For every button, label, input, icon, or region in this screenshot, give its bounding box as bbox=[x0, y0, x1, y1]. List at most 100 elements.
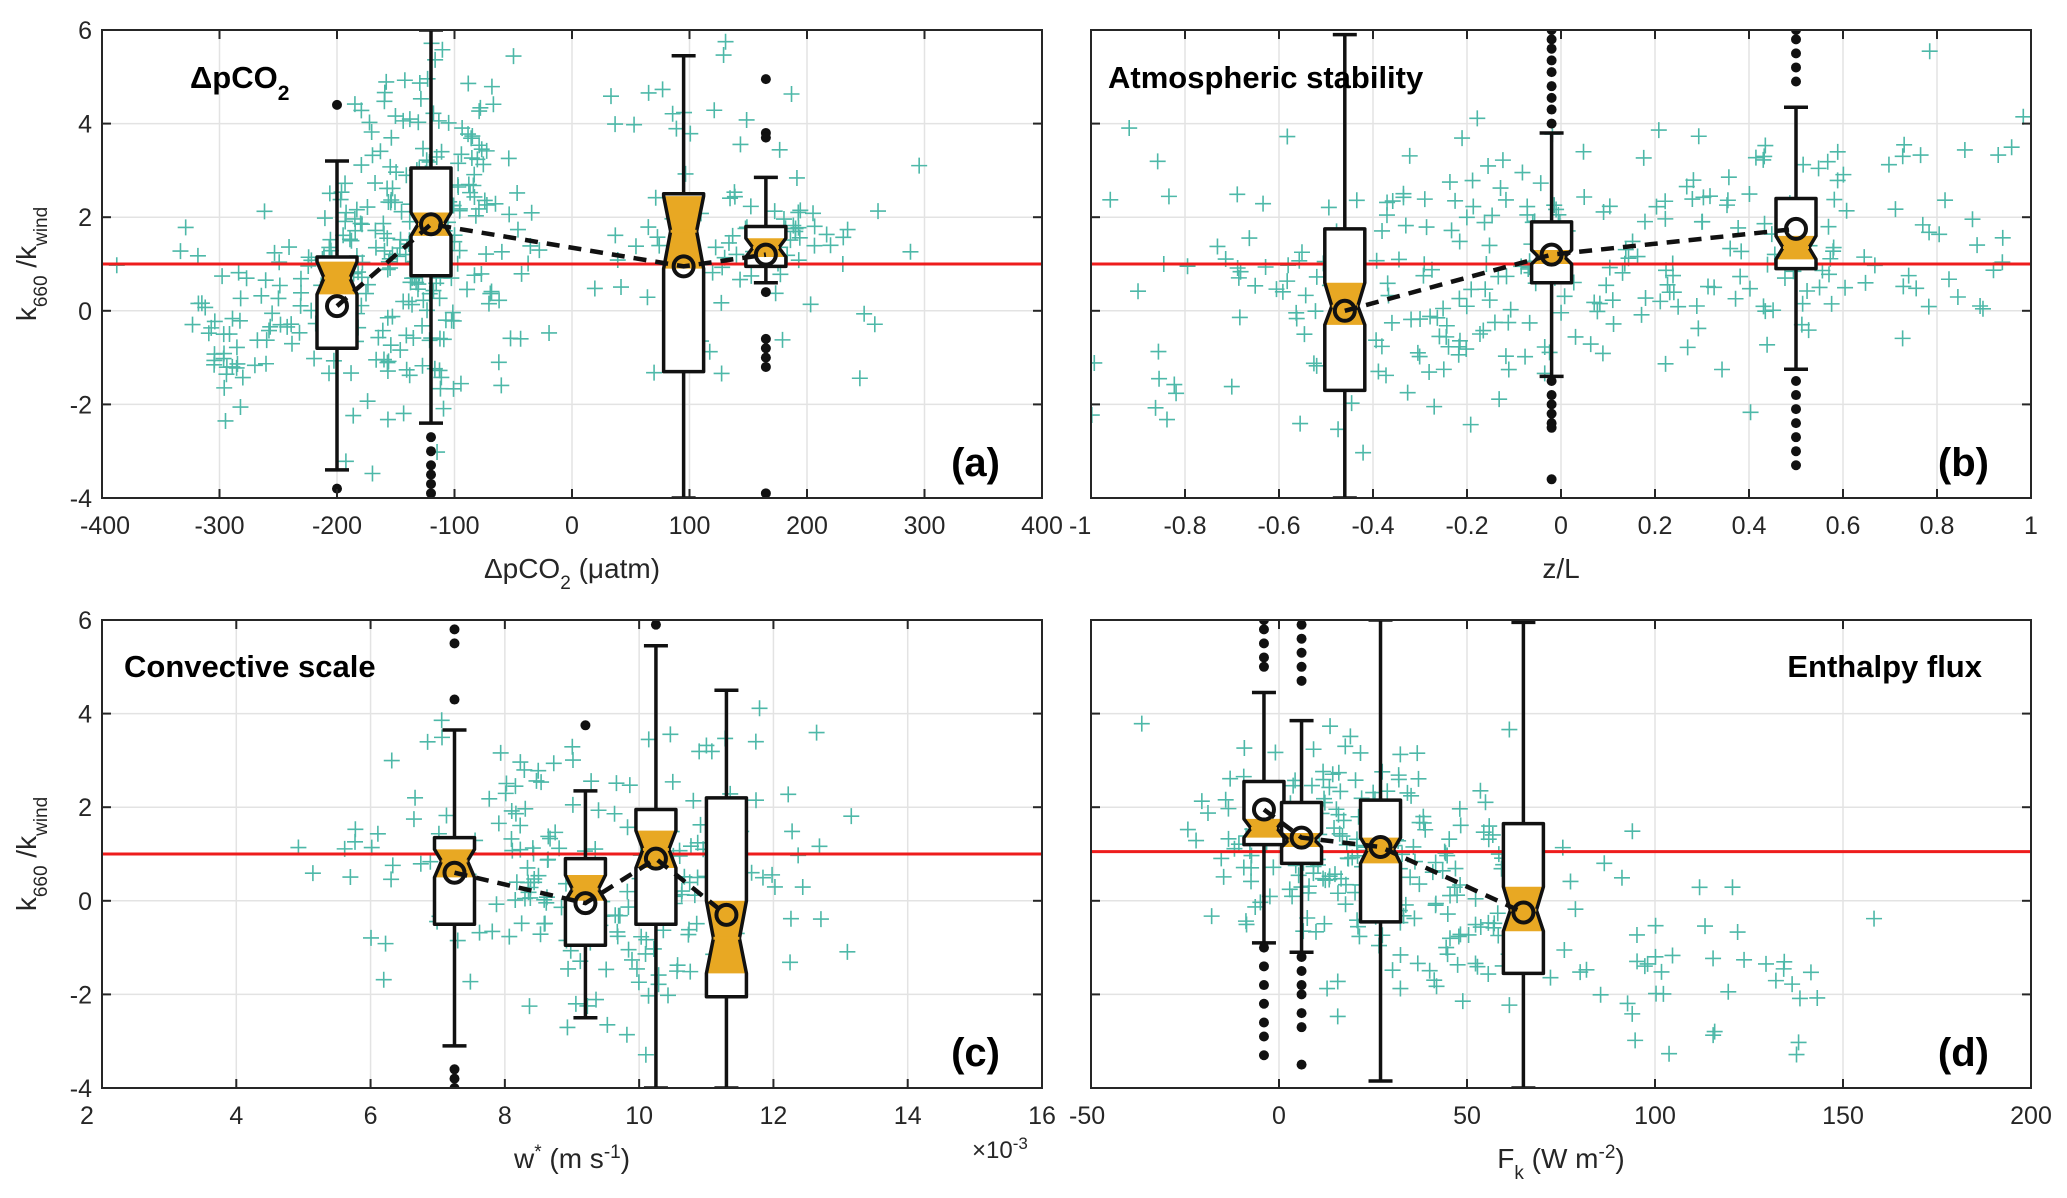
scatter-point bbox=[1514, 164, 1531, 181]
scatter-point bbox=[1305, 355, 1322, 372]
scatter-point bbox=[1435, 361, 1452, 378]
mean-marker bbox=[419, 212, 443, 237]
scatter-point bbox=[1562, 873, 1579, 890]
scatter-point bbox=[1329, 885, 1346, 902]
scatter-point bbox=[1866, 910, 1883, 927]
scatter-point bbox=[306, 350, 323, 367]
scatter-point bbox=[640, 219, 657, 236]
scatter-point bbox=[782, 910, 799, 927]
scatter-point bbox=[1392, 946, 1409, 963]
scatter-point bbox=[392, 342, 409, 359]
scatter-point bbox=[533, 774, 550, 791]
scatter-point bbox=[743, 267, 760, 284]
scatter-point bbox=[1729, 924, 1746, 941]
scatter-point bbox=[583, 773, 600, 790]
scatter-point bbox=[401, 111, 418, 128]
y-tick-label: -2 bbox=[70, 391, 92, 419]
scatter-point bbox=[197, 299, 214, 316]
x-tick-label: 100 bbox=[1634, 1102, 1676, 1130]
mean-marker bbox=[714, 902, 739, 927]
scatter-point bbox=[1972, 298, 1989, 315]
y-tick-label: 2 bbox=[78, 794, 92, 822]
scatter-point bbox=[1220, 800, 1237, 817]
scatter-point bbox=[1305, 741, 1322, 758]
scatter-point bbox=[1920, 298, 1937, 315]
scatter-point bbox=[491, 292, 508, 309]
outlier-point bbox=[1791, 446, 1801, 457]
panel-title: Convective scale bbox=[124, 649, 376, 684]
scatter-point bbox=[1477, 281, 1494, 298]
scatter-point bbox=[1438, 939, 1455, 956]
scatter-point bbox=[1691, 879, 1708, 896]
scatter-point bbox=[1330, 806, 1347, 823]
outlier-point bbox=[1258, 652, 1269, 663]
scatter-point bbox=[1449, 887, 1466, 904]
scatter-point bbox=[464, 128, 481, 145]
y-tick-label: 6 bbox=[78, 607, 92, 635]
x-tick-label: 16 bbox=[1028, 1102, 1056, 1130]
outlier-point bbox=[1791, 432, 1801, 443]
scatter-point bbox=[1624, 823, 1641, 840]
y-tick-label: 2 bbox=[78, 204, 92, 232]
scatter-point bbox=[1765, 302, 1782, 319]
scatter-point bbox=[384, 308, 401, 325]
x-tick-label: 4 bbox=[229, 1102, 243, 1130]
scatter-point bbox=[1719, 192, 1736, 209]
scatter-point bbox=[1458, 341, 1475, 358]
scatter-point bbox=[1467, 890, 1484, 907]
scatter-point bbox=[1472, 919, 1489, 936]
scatter-point bbox=[1776, 270, 1793, 287]
scatter-point bbox=[866, 316, 883, 333]
scatter-point bbox=[1887, 201, 1904, 218]
scatter-point bbox=[607, 907, 624, 924]
scatter-point bbox=[791, 229, 808, 246]
scatter-point bbox=[363, 929, 380, 946]
scatter-point bbox=[1900, 267, 1917, 284]
scatter-point bbox=[367, 175, 384, 192]
scatter-point bbox=[1199, 805, 1216, 822]
y-tick-label: -4 bbox=[70, 485, 92, 513]
x-tick-label: -400 bbox=[80, 512, 130, 540]
scatter-point bbox=[386, 194, 403, 211]
panel-d: -50 0 50 100 150 200 Fk (W m-2) Enthalpy flux (d… bbox=[1069, 619, 2052, 1184]
scatter-point bbox=[440, 114, 457, 131]
scatter-point bbox=[414, 317, 431, 334]
scatter-point bbox=[1443, 222, 1460, 239]
scatter-point bbox=[1969, 237, 1986, 254]
mean-connector bbox=[453, 855, 728, 917]
scatter-point bbox=[1330, 764, 1347, 781]
scatter-point bbox=[1481, 237, 1498, 254]
scatter-point bbox=[1429, 309, 1446, 326]
scatter-point bbox=[732, 271, 749, 288]
box-outline bbox=[1358, 798, 1403, 924]
scatter-point bbox=[1604, 292, 1621, 309]
scatter-point bbox=[338, 204, 355, 221]
scatter-point bbox=[375, 971, 392, 988]
scatter-point bbox=[1379, 194, 1396, 211]
scatter-point bbox=[488, 896, 505, 913]
scatter-point bbox=[638, 931, 655, 948]
scatter-point bbox=[1331, 825, 1348, 842]
scatter-point bbox=[1439, 906, 1456, 923]
scatter-point bbox=[1281, 881, 1298, 898]
scatter-point bbox=[262, 318, 279, 335]
scatter-point bbox=[1724, 879, 1741, 896]
scatter-point bbox=[780, 786, 797, 803]
scatter-point bbox=[1628, 926, 1645, 943]
x-tick-label: -0.8 bbox=[1163, 512, 1206, 540]
scatter-point bbox=[1937, 192, 1954, 209]
x-tick-label: 12 bbox=[760, 1102, 788, 1130]
scatter-point bbox=[1994, 254, 2011, 271]
panel-letter: (b) bbox=[1938, 441, 1989, 485]
scatter-point bbox=[345, 407, 362, 424]
scatter-point bbox=[292, 297, 309, 314]
scatter-point bbox=[1693, 213, 1710, 230]
scatter-point bbox=[484, 923, 501, 940]
scatter-point bbox=[431, 290, 448, 307]
scatter-point bbox=[851, 370, 868, 387]
scatter-point bbox=[1685, 172, 1702, 189]
scatter-point bbox=[434, 729, 450, 746]
scatter-point bbox=[1605, 315, 1622, 332]
scatter-point bbox=[1355, 444, 1372, 461]
scatter-point bbox=[1399, 384, 1416, 401]
